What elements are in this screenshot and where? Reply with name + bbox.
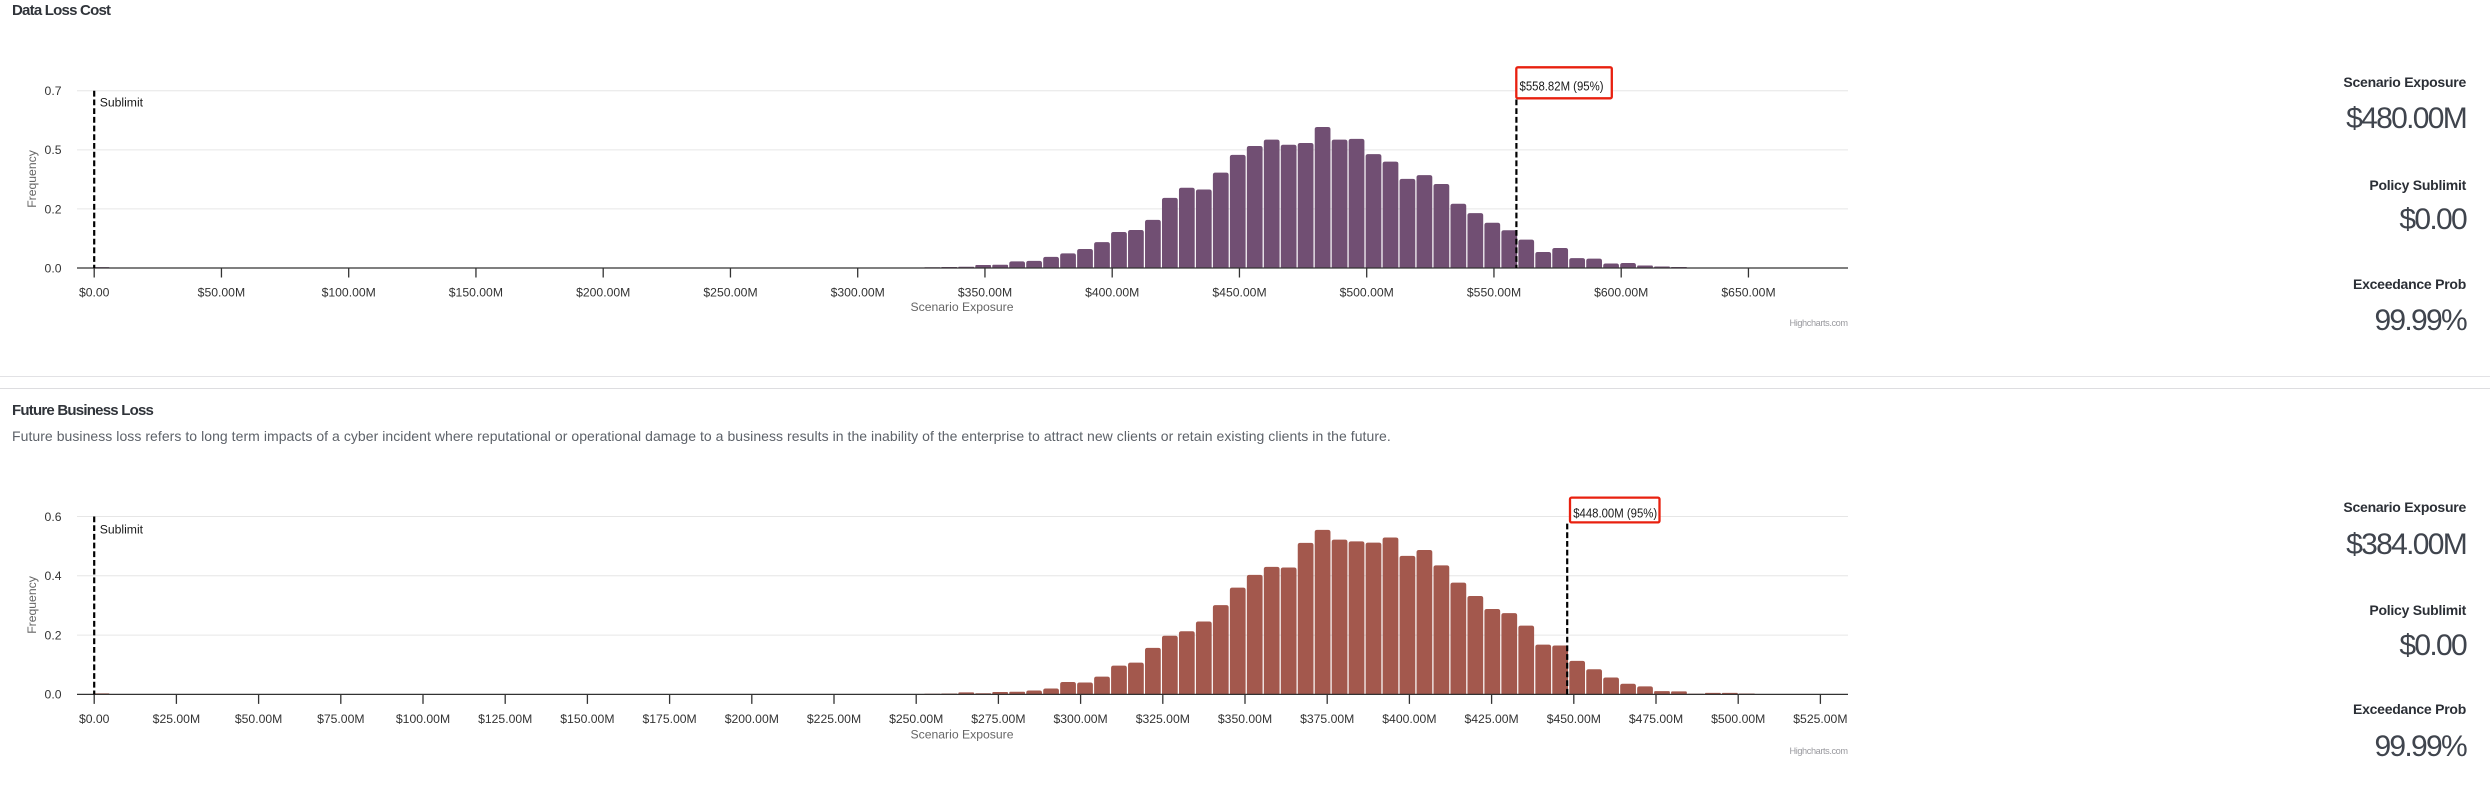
svg-text:0.0: 0.0 <box>45 688 62 702</box>
svg-text:$25.00M: $25.00M <box>153 712 200 726</box>
svg-text:$500.00M: $500.00M <box>1340 285 1394 299</box>
svg-text:Frequency: Frequency <box>25 575 39 633</box>
svg-text:0.5: 0.5 <box>45 143 62 157</box>
svg-text:$300.00M: $300.00M <box>1053 712 1107 726</box>
svg-text:$400.00M: $400.00M <box>1085 285 1139 299</box>
svg-text:$525.00M: $525.00M <box>1793 712 1847 726</box>
svg-text:$450.00M: $450.00M <box>1547 712 1601 726</box>
svg-text:0.0: 0.0 <box>45 261 62 275</box>
svg-text:Sublimit: Sublimit <box>100 523 144 537</box>
svg-text:$100.00M: $100.00M <box>322 285 376 299</box>
svg-text:0.6: 0.6 <box>45 510 62 524</box>
svg-text:$175.00M: $175.00M <box>642 712 696 726</box>
svg-text:$200.00M: $200.00M <box>576 285 630 299</box>
svg-text:$300.00M: $300.00M <box>831 285 885 299</box>
svg-text:0.2: 0.2 <box>45 628 62 642</box>
svg-text:Highcharts.com: Highcharts.com <box>1790 318 1849 328</box>
svg-text:$650.00M: $650.00M <box>1721 285 1775 299</box>
svg-text:Scenario Exposure: Scenario Exposure <box>911 300 1014 314</box>
svg-text:$50.00M: $50.00M <box>198 285 245 299</box>
svg-text:Highcharts.com: Highcharts.com <box>1790 746 1849 756</box>
svg-text:$225.00M: $225.00M <box>807 712 861 726</box>
svg-text:Scenario Exposure: Scenario Exposure <box>911 728 1014 742</box>
svg-text:0.4: 0.4 <box>45 569 62 583</box>
svg-text:Sublimit: Sublimit <box>100 95 144 109</box>
svg-text:$125.00M: $125.00M <box>478 712 532 726</box>
svg-text:$350.00M: $350.00M <box>1218 712 1272 726</box>
svg-text:$250.00M: $250.00M <box>703 285 757 299</box>
svg-text:$275.00M: $275.00M <box>971 712 1025 726</box>
svg-text:$150.00M: $150.00M <box>449 285 503 299</box>
svg-text:Frequency: Frequency <box>25 149 39 207</box>
svg-text:$350.00M: $350.00M <box>958 285 1012 299</box>
svg-text:$600.00M: $600.00M <box>1594 285 1648 299</box>
svg-text:$325.00M: $325.00M <box>1136 712 1190 726</box>
svg-text:$425.00M: $425.00M <box>1464 712 1518 726</box>
svg-text:$400.00M: $400.00M <box>1382 712 1436 726</box>
svg-text:$100.00M: $100.00M <box>396 712 450 726</box>
svg-text:$150.00M: $150.00M <box>560 712 614 726</box>
svg-text:$0.00: $0.00 <box>79 712 110 726</box>
svg-text:$500.00M: $500.00M <box>1711 712 1765 726</box>
svg-text:$558.82M (95%): $558.82M (95%) <box>1520 78 1604 93</box>
svg-text:0.7: 0.7 <box>45 84 62 98</box>
svg-text:$50.00M: $50.00M <box>235 712 282 726</box>
svg-text:$0.00: $0.00 <box>79 285 110 299</box>
svg-text:$75.00M: $75.00M <box>317 712 364 726</box>
svg-text:$448.00M (95%): $448.00M (95%) <box>1573 505 1657 520</box>
svg-text:$550.00M: $550.00M <box>1467 285 1521 299</box>
svg-text:$250.00M: $250.00M <box>889 712 943 726</box>
svg-text:$375.00M: $375.00M <box>1300 712 1354 726</box>
svg-text:0.2: 0.2 <box>45 202 62 216</box>
svg-text:$450.00M: $450.00M <box>1212 285 1266 299</box>
svg-text:$200.00M: $200.00M <box>725 712 779 726</box>
svg-text:$475.00M: $475.00M <box>1629 712 1683 726</box>
